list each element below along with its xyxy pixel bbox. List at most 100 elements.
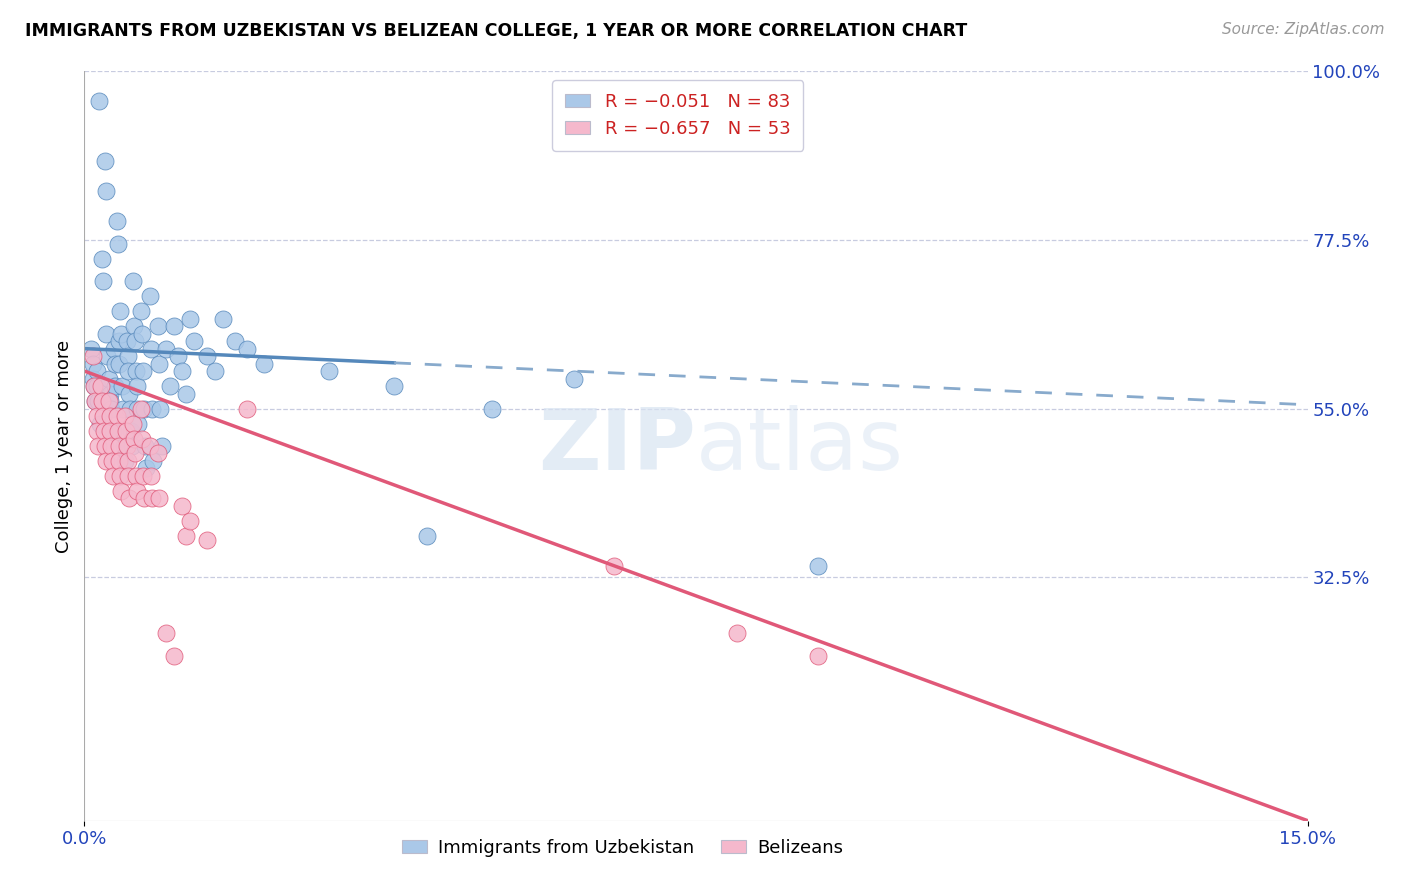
Point: [253, 357, 276, 371]
Point: [91, 409, 114, 423]
Point: [138, 439, 160, 453]
Point: [125, 364, 148, 378]
Point: [82, 349, 104, 363]
Point: [318, 364, 340, 378]
Point: [108, 454, 131, 468]
Text: ZIP: ZIP: [538, 404, 696, 488]
Point: [96, 326, 118, 341]
Point: [101, 469, 124, 483]
Point: [86, 364, 108, 378]
Point: [807, 558, 830, 573]
Y-axis label: College, 1 year or more: College, 1 year or more: [55, 340, 73, 552]
Point: [97, 371, 120, 385]
Point: [122, 319, 145, 334]
Point: [163, 319, 186, 334]
Point: [103, 357, 125, 371]
Point: [138, 289, 160, 303]
Point: [179, 311, 201, 326]
Point: [108, 357, 131, 371]
Point: [125, 379, 148, 393]
Point: [131, 304, 153, 318]
Point: [135, 461, 157, 475]
Point: [98, 409, 121, 423]
Point: [97, 394, 120, 409]
Point: [132, 364, 155, 378]
Point: [107, 334, 129, 348]
Point: [91, 252, 114, 266]
Point: [82, 357, 104, 371]
Point: [155, 626, 177, 640]
Text: IMMIGRANTS FROM UZBEKISTAN VS BELIZEAN COLLEGE, 1 YEAR OR MORE CORRELATION CHART: IMMIGRANTS FROM UZBEKISTAN VS BELIZEAN C…: [25, 22, 967, 40]
Point: [103, 342, 125, 356]
Point: [90, 379, 112, 393]
Point: [125, 483, 148, 498]
Point: [84, 394, 107, 409]
Point: [224, 334, 246, 348]
Point: [236, 342, 259, 356]
Point: [603, 558, 626, 573]
Point: [172, 364, 194, 378]
Point: [114, 409, 136, 423]
Point: [155, 342, 177, 356]
Point: [104, 379, 127, 393]
Point: [118, 491, 141, 506]
Point: [183, 334, 205, 348]
Point: [87, 439, 110, 453]
Point: [94, 454, 117, 468]
Point: [159, 379, 181, 393]
Point: [146, 319, 169, 334]
Point: [118, 386, 141, 401]
Point: [82, 371, 104, 385]
Point: [236, 401, 259, 416]
Point: [115, 439, 138, 453]
Point: [98, 386, 121, 401]
Text: atlas: atlas: [696, 404, 904, 488]
Point: [382, 379, 405, 393]
Point: [91, 394, 114, 409]
Point: [562, 371, 585, 385]
Point: [149, 401, 172, 416]
Point: [141, 469, 163, 483]
Point: [132, 491, 155, 506]
Point: [87, 95, 110, 109]
Point: [132, 469, 155, 483]
Point: [807, 648, 830, 663]
Point: [93, 424, 115, 438]
Point: [141, 491, 163, 506]
Point: [125, 469, 148, 483]
Point: [87, 394, 110, 409]
Point: [84, 394, 107, 409]
Point: [142, 454, 165, 468]
Point: [195, 349, 218, 363]
Point: [112, 439, 135, 453]
Text: Source: ZipAtlas.com: Source: ZipAtlas.com: [1222, 22, 1385, 37]
Point: [121, 439, 143, 453]
Point: [117, 469, 139, 483]
Point: [150, 439, 173, 453]
Point: [146, 446, 169, 460]
Point: [93, 154, 115, 169]
Point: [117, 349, 139, 363]
Point: [117, 364, 139, 378]
Point: [117, 454, 139, 468]
Point: [91, 274, 114, 288]
Point: [174, 386, 197, 401]
Point: [100, 439, 122, 453]
Point: [107, 424, 129, 438]
Point: [124, 446, 146, 460]
Point: [110, 483, 132, 498]
Point: [110, 326, 132, 341]
Point: [118, 401, 141, 416]
Point: [124, 334, 146, 348]
Point: [80, 342, 103, 356]
Point: [114, 454, 136, 468]
Point: [212, 311, 235, 326]
Point: [132, 401, 155, 416]
Point: [111, 379, 134, 393]
Point: [115, 424, 138, 438]
Point: [105, 409, 128, 423]
Point: [416, 529, 439, 543]
Point: [122, 432, 145, 446]
Point: [96, 349, 118, 363]
Point: [122, 274, 145, 288]
